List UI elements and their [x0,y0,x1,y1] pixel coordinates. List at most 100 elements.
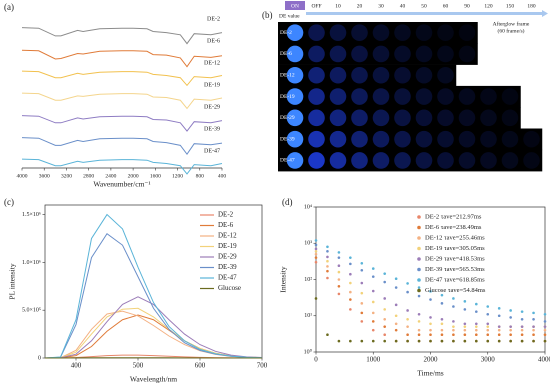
data-point [497,307,501,310]
photo-strip [278,22,478,44]
data-point [463,333,467,337]
phosphor-spot [415,66,433,84]
phosphor-spot [437,66,454,84]
data-point [440,302,444,305]
data-point [371,339,375,343]
phosphor-spot [286,130,304,148]
data-point [349,308,352,311]
phosphor-spot [308,24,325,41]
data-point [337,270,341,274]
y-tick-label: 5.0×10⁵ [22,308,41,314]
phosphor-spot [458,88,476,105]
phosphor-spot [415,45,433,63]
phosphor-spot [394,130,411,148]
legend-label: Glucose τave=54.84ms [425,287,486,294]
data-point [543,320,547,323]
series-line [21,158,223,175]
data-point [440,317,444,321]
x-axis-title: Time/ms [417,369,443,378]
row-label: DE-47 [280,158,295,164]
data-point [475,310,478,313]
phosphor-spot [394,152,411,169]
x-axis-title: Wavelength/nm [130,375,177,384]
x-tick-label: 700 [257,362,268,370]
legend-label: DE-12 τave=255.46ms [425,234,485,241]
data-point [394,286,398,289]
phosphor-spot [415,152,433,169]
phosphor-spot [286,152,304,169]
phosphor-spot [394,109,411,127]
phosphor-spot [372,45,390,63]
frame-arrow-head [542,10,548,17]
data-point [360,320,364,323]
data-point [349,262,352,266]
column-label: 60 [443,3,449,9]
data-point [326,265,329,268]
data-point [417,294,421,298]
data-point [543,312,547,316]
data-point [337,292,341,296]
legend-label: DE-6 [218,221,234,229]
data-point [349,281,352,285]
data-point [371,289,375,293]
x-tick-label: 2000 [128,173,139,179]
phosphor-spot [501,88,519,105]
data-point [440,333,444,337]
phosphor-spot [480,88,497,105]
series-label: DE-12 [204,60,220,66]
data-point [360,291,364,295]
x-tick-label: 4000 [538,356,550,364]
phosphor-spot [458,24,476,41]
data-point [543,328,547,332]
legend-label: DE-2 τave=212.97ms [425,213,482,220]
panel-label: (c) [4,197,14,207]
phosphor-spot [415,109,433,127]
data-point [440,328,444,332]
data-point [532,328,535,332]
photo-strip [278,85,521,108]
y-axis-title: PL intensity [8,263,17,299]
phosphor-spot [372,130,390,148]
data-point [337,339,341,343]
legend-label: DE-6 τave=238.49ms [425,224,482,231]
data-point [326,276,329,280]
phosphor-spot [329,66,347,84]
series-line [21,49,223,68]
data-point [406,309,409,312]
data-point [383,325,387,328]
phosphor-spot [329,45,347,63]
phosphor-spot [372,152,390,169]
photo-strip [278,64,457,87]
series-label: DE-47 [204,148,220,154]
data-point [349,339,352,343]
data-point [463,308,467,311]
data-point [543,333,547,337]
axis-note: (60 frame/s) [497,27,524,34]
data-point [360,339,364,343]
x-tick-label: 3600 [39,173,50,179]
legend-label: DE-2 [218,211,234,219]
data-point [360,261,364,265]
phosphor-spot [308,88,325,105]
legend-label: Glucose [218,284,241,292]
x-tick-label: 3200 [61,173,72,179]
phosphor-spot [523,152,540,169]
data-point [520,325,524,328]
phosphor-spot [329,130,347,148]
x-tick-label: 400 [71,362,82,370]
data-point [486,339,490,343]
data-point [497,333,501,337]
x-tick-label: 2400 [105,173,116,179]
phosphor-spot [351,152,368,169]
y-tick-label: 10³ [304,241,312,247]
phosphor-spot [394,88,411,105]
phosphor-spot [351,88,368,105]
column-label: 150 [506,3,515,9]
panel-label: (d) [282,197,293,207]
data-point [429,339,432,343]
legend-marker [417,236,421,240]
data-point [337,251,341,254]
data-point [486,312,490,316]
y-tick-label: 1.5×10⁶ [22,212,41,218]
